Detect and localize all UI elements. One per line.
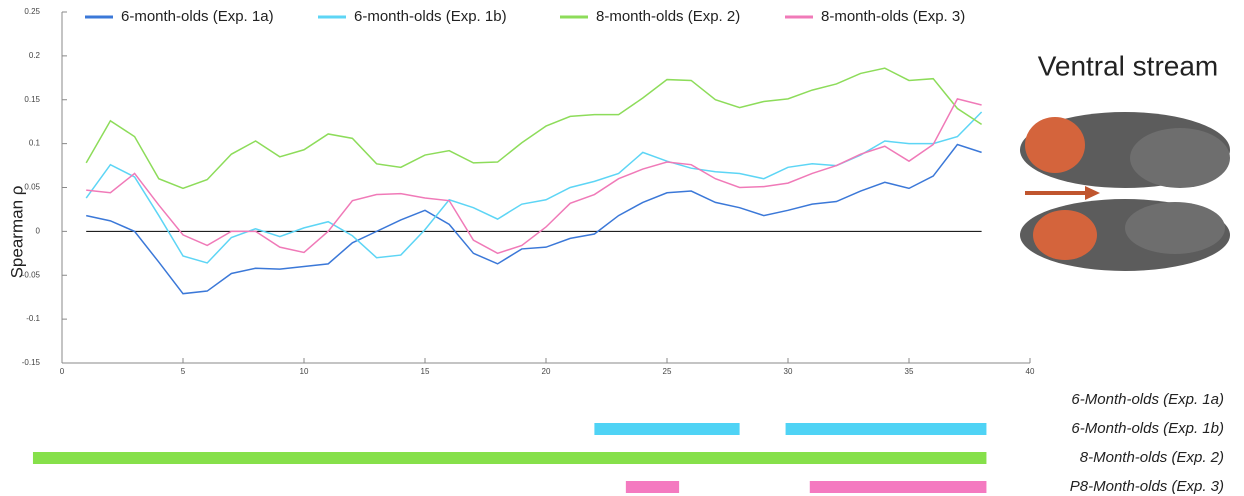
y-tick-label: 0.25 — [24, 7, 40, 16]
y-tick-label: -0.1 — [26, 314, 40, 323]
y-tick-label: -0.15 — [22, 358, 41, 367]
x-tick-label: 40 — [1026, 367, 1035, 376]
series-line — [85, 111, 983, 264]
x-tick-label: 25 — [663, 367, 672, 376]
brain-bottom-lobe — [1125, 202, 1225, 254]
legend-label: 6-month-olds (Exp. 1a) — [121, 8, 274, 25]
x-tick-label: 5 — [181, 367, 186, 376]
significance-bar — [625, 481, 680, 493]
x-tick-label: 0 — [60, 367, 65, 376]
activation-top — [1025, 117, 1085, 173]
legend-label: 8-month-olds (Exp. 2) — [596, 8, 740, 25]
legend-label: 6-month-olds (Exp. 1b) — [354, 8, 507, 25]
chart-title: Ventral stream — [1038, 50, 1219, 81]
significance-bar — [32, 452, 987, 464]
significance-label: 8-Month-olds (Exp. 2) — [1080, 449, 1224, 466]
x-tick-label: 20 — [542, 367, 551, 376]
significance-bar — [785, 423, 987, 435]
y-tick-label: 0.1 — [29, 139, 41, 148]
significance-label: 6-Month-olds (Exp. 1a) — [1071, 391, 1224, 408]
brain-top-lobe — [1130, 128, 1230, 188]
significance-label: 6-Month-olds (Exp. 1b) — [1071, 420, 1224, 437]
x-tick-label: 10 — [300, 367, 309, 376]
arrow-head — [1085, 186, 1100, 200]
significance-bar — [594, 423, 740, 435]
x-tick-label: 15 — [421, 367, 430, 376]
significance-label: P8-Month-olds (Exp. 3) — [1070, 478, 1224, 495]
series-line — [85, 67, 983, 190]
series-line — [86, 98, 982, 255]
y-tick-label: 0.2 — [29, 51, 41, 60]
brain-illustration — [1020, 112, 1230, 271]
y-tick-label: 0 — [36, 226, 41, 235]
series-line — [86, 143, 982, 295]
x-tick-label: 35 — [905, 367, 914, 376]
x-tick-label: 30 — [784, 367, 793, 376]
y-tick-label: 0.15 — [24, 95, 40, 104]
significance-bar — [809, 481, 987, 493]
y-tick-label: 0.05 — [24, 183, 40, 192]
activation-bottom — [1033, 210, 1097, 260]
y-tick-label: -0.05 — [22, 270, 41, 279]
y-axis-label: Spearman ρ — [7, 186, 26, 279]
legend-label: 8-month-olds (Exp. 3) — [821, 8, 965, 25]
